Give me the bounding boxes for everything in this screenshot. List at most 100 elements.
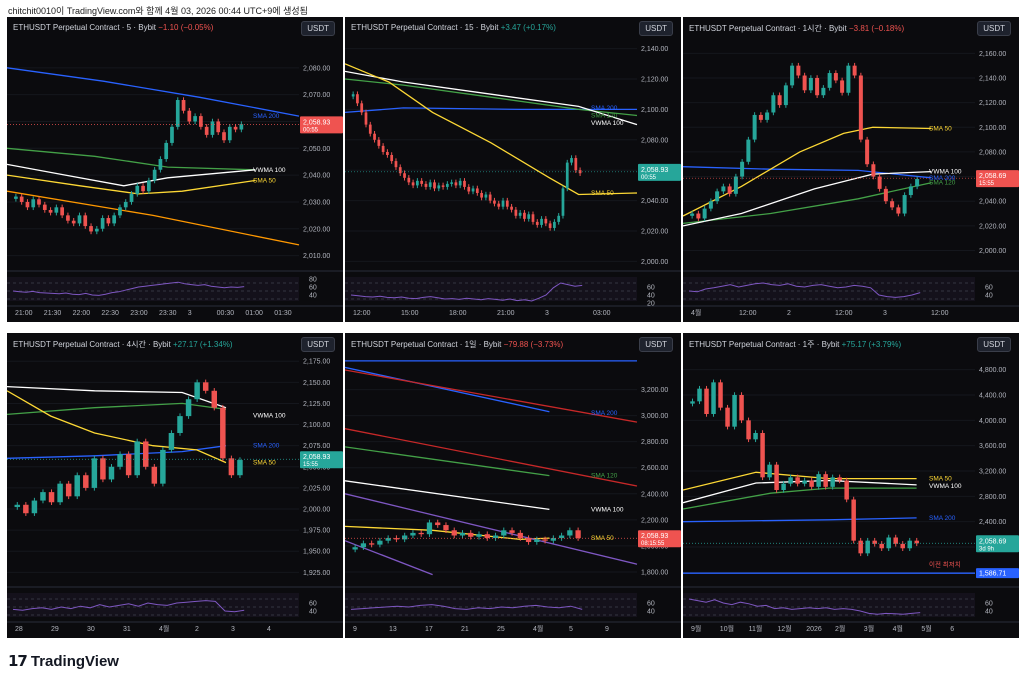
- candle-body: [492, 535, 499, 539]
- candle-body: [435, 522, 441, 526]
- time-tick-label: 03:00: [593, 310, 611, 317]
- chart-panel-15m[interactable]: 2,140.002,120.002,100.002,080.002,060.00…: [345, 17, 681, 322]
- time-tick-label: 12:00: [353, 310, 371, 317]
- time-tick-label: 21:00: [15, 310, 33, 317]
- chart-panel-5m[interactable]: 2,080.002,070.002,060.002,050.002,040.00…: [7, 17, 343, 322]
- candle-body: [411, 182, 415, 186]
- candle-body: [31, 500, 38, 514]
- candle-body: [71, 220, 76, 224]
- ma-label: SMA 50: [253, 460, 276, 467]
- candle-body: [753, 433, 758, 440]
- candle-body: [152, 169, 157, 181]
- chart-panel-1h[interactable]: 2,160.00 2,140.00 2,120.00 2,100.00 2,080.00…: [683, 17, 1019, 322]
- candle-body: [373, 133, 376, 140]
- price-tick-label: 2,200.00: [641, 517, 668, 524]
- candle-body: [827, 73, 832, 88]
- ma-line: [345, 493, 638, 565]
- candle-body: [501, 200, 505, 207]
- ma-label: VWMA 100: [591, 506, 624, 513]
- time-tick-label: 4월: [691, 308, 701, 317]
- candle-body: [527, 214, 531, 219]
- candle-body: [802, 75, 807, 91]
- price-tick-label: 3,200.00: [641, 387, 668, 394]
- currency-button[interactable]: USDT: [977, 337, 1011, 352]
- price-tick-label: 2,000.00: [641, 259, 668, 266]
- chart-panel-1w[interactable]: 4,800.00 4,400.00 4,000.00 3,600.00 3,200.00…: [683, 333, 1019, 638]
- candle-body: [697, 388, 702, 402]
- price-change: −79.88 (−3.73%): [503, 340, 564, 349]
- ma-line: [7, 402, 227, 416]
- chart-title: ETHUSDT Perpetual Contract · 1시간 · Bybit…: [689, 23, 904, 34]
- candle-body: [468, 532, 474, 537]
- candle-body: [788, 477, 793, 484]
- currency-button[interactable]: USDT: [301, 21, 335, 36]
- candle-body: [237, 460, 243, 476]
- candle-body: [846, 65, 851, 93]
- ma-line: [345, 428, 638, 487]
- candle-body: [381, 145, 385, 152]
- currency-button[interactable]: USDT: [977, 21, 1011, 36]
- time-tick-label: 5: [569, 626, 573, 633]
- ma-line: [7, 190, 300, 246]
- candle-body: [100, 218, 105, 229]
- candle-body: [394, 161, 398, 168]
- time-tick-label: 6: [950, 626, 954, 633]
- symbol-title: ETHUSDT Perpetual Contract · 4시간 · Bybit: [13, 340, 171, 349]
- ma-line: [7, 390, 227, 464]
- currency-button[interactable]: USDT: [301, 337, 335, 352]
- candle-body: [57, 483, 63, 503]
- time-tick-label: 21:30: [44, 310, 62, 317]
- candle-body: [765, 112, 770, 120]
- candle-body: [879, 543, 884, 549]
- candle-body: [732, 395, 737, 427]
- candle-body: [534, 539, 540, 543]
- candle-body: [424, 183, 428, 187]
- ma-label: SMA 50: [591, 190, 614, 197]
- time-tick-label: 2: [195, 626, 199, 633]
- time-tick-label: 13: [389, 626, 397, 633]
- candle-body: [187, 110, 192, 122]
- candle-body: [164, 142, 169, 160]
- candle-body: [815, 77, 820, 96]
- candle-body: [211, 390, 218, 408]
- candle-body: [548, 223, 552, 228]
- candle-body: [553, 221, 556, 228]
- candle-body: [871, 164, 876, 177]
- chart-svg-15m: 2,140.002,120.002,100.002,080.002,060.00…: [345, 46, 681, 317]
- currency-button[interactable]: USDT: [639, 21, 673, 36]
- price-tick-label: 2,800.00: [641, 439, 668, 446]
- time-tick-label: 28: [15, 626, 23, 633]
- currency-button[interactable]: USDT: [639, 337, 673, 352]
- candle-body: [542, 539, 548, 541]
- ma-line: [683, 170, 932, 227]
- time-tick-label: 3: [188, 310, 192, 317]
- candle-body: [758, 114, 763, 120]
- candle-body: [865, 540, 870, 554]
- candle-body: [428, 182, 432, 187]
- price-tick-label: 2,030.00: [303, 199, 330, 206]
- candle-body: [193, 116, 197, 122]
- candle-body: [816, 474, 821, 487]
- time-tick-label: 00:30: [217, 310, 235, 317]
- rsi-line: [688, 598, 921, 615]
- chart-title: ETHUSDT Perpetual Contract · 4시간 · Bybit…: [13, 339, 233, 350]
- candle-body: [48, 492, 55, 503]
- ma-label: SMA 200: [929, 515, 956, 522]
- price-tick-label: 2,160.00: [979, 51, 1006, 58]
- candle-body: [168, 433, 175, 450]
- candle-body: [733, 176, 738, 194]
- candle-body: [227, 126, 232, 141]
- candle-body: [488, 194, 492, 201]
- candle-body: [403, 173, 406, 178]
- time-tick-label: 3: [545, 310, 549, 317]
- rsi-band: [345, 593, 637, 617]
- chart-panel-4h[interactable]: 2,175.00 2,150.00 2,125.00 2,100.00 2,075.00…: [7, 333, 343, 638]
- tradingview-logo-icon: 17: [8, 652, 28, 670]
- candle-body: [360, 543, 367, 548]
- chart-panel-1d[interactable]: 3,200.00 3,000.00 2,800.00 2,600.00 2,400.00…: [345, 333, 681, 638]
- rsi-tick-label: 40: [647, 293, 655, 300]
- candle-body: [740, 161, 745, 177]
- candle-body: [517, 532, 523, 539]
- ma-label: SMA 200: [929, 175, 956, 182]
- candle-body: [505, 200, 509, 207]
